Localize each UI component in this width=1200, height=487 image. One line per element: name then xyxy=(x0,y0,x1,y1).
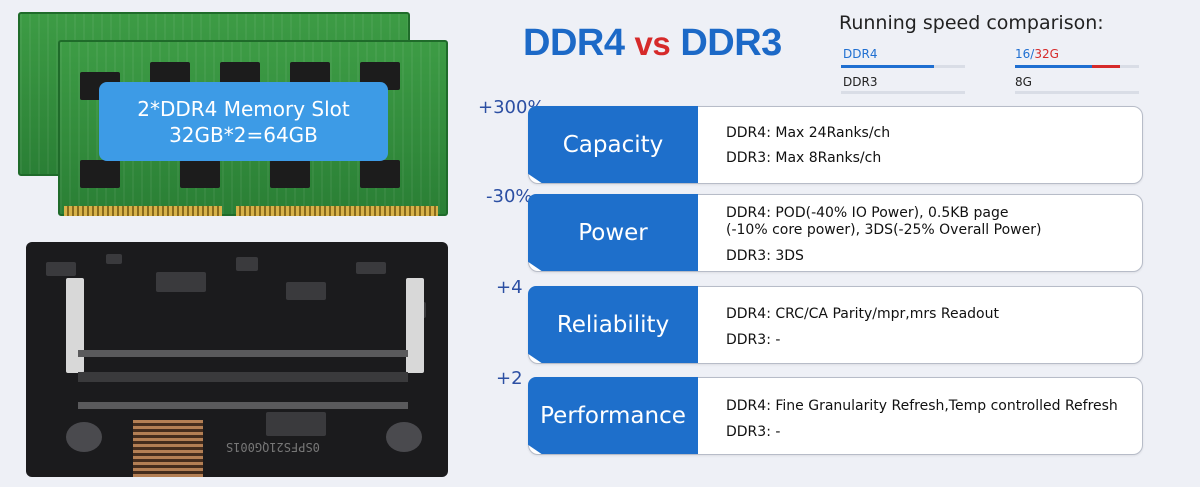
row-reliability-percent: +4 xyxy=(496,277,523,298)
row-power-line-3: DDR3: 3DS xyxy=(726,248,804,264)
speed-label-ddr3: DDR3 xyxy=(843,75,878,89)
capacity-label-ddr4: 16/32G xyxy=(1015,47,1059,61)
memory-slot-badge: 2*DDR4 Memory Slot 32GB*2=64GB xyxy=(99,82,388,161)
chip-marking-text: 0SPFS21QG001S xyxy=(226,440,320,454)
capacity-bar-ddr3-track xyxy=(1015,91,1139,94)
row-power-line-2: (-10% core power), 3DS(-25% Overall Powe… xyxy=(726,222,1042,238)
title-ddr3: DDR3 xyxy=(680,22,782,64)
title-ddr4: DDR4 xyxy=(523,22,625,64)
slot-latch-left xyxy=(66,278,84,373)
capacity-label-ddr3: 8G xyxy=(1015,75,1032,89)
row-capacity-line-1: DDR4: Max 24Ranks/ch xyxy=(726,125,891,141)
row-reliability-label: Reliability xyxy=(528,286,698,363)
row-capacity-line-2: DDR3: Max 8Ranks/ch xyxy=(726,150,882,166)
capacity-32: 32G xyxy=(1034,47,1059,61)
page-title: DDR4 vs DDR3 xyxy=(523,22,782,65)
badge-line-2: 32GB*2=64GB xyxy=(169,122,318,147)
row-performance-line-2: DDR3: - xyxy=(726,424,781,440)
speed-bar-ddr4-fill xyxy=(841,65,934,68)
capacity-bar-16-fill xyxy=(1015,65,1092,68)
row-power-line-1: DDR4: POD(-40% IO Power), 0.5KB page xyxy=(726,205,1009,221)
row-capacity-percent: +300% xyxy=(478,97,545,118)
speed-label-ddr4: DDR4 xyxy=(843,47,878,61)
speed-comparison-title: Running speed comparison: xyxy=(839,12,1104,34)
motherboard-photo: 0SPFS21QG001S xyxy=(26,242,448,477)
slot-latch-right xyxy=(406,278,424,373)
row-capacity-label: Capacity xyxy=(528,106,698,183)
capacity-sep: / xyxy=(1030,47,1035,61)
row-reliability-line-2: DDR3: - xyxy=(726,332,781,348)
speed-bar-ddr3-track xyxy=(841,91,965,94)
row-performance-line-1: DDR4: Fine Granularity Refresh,Temp cont… xyxy=(726,398,1118,414)
row-performance-percent: +2 xyxy=(496,368,523,389)
badge-line-1: 2*DDR4 Memory Slot xyxy=(137,96,350,121)
title-vs: vs xyxy=(634,25,671,62)
row-power-percent: -30% xyxy=(486,186,533,207)
row-performance-label: Performance xyxy=(528,377,698,454)
capacity-16: 16 xyxy=(1015,47,1031,61)
memory-slot xyxy=(78,350,408,410)
row-power-label: Power xyxy=(528,194,698,271)
row-reliability-line-1: DDR4: CRC/CA Parity/mpr,mrs Readout xyxy=(726,306,999,322)
chip-marking-image xyxy=(133,420,203,477)
